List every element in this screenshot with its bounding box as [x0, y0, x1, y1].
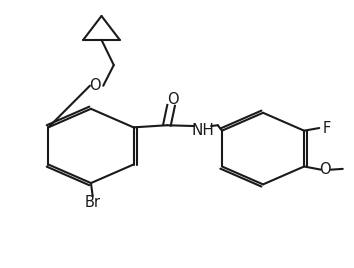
Text: O: O	[167, 92, 179, 107]
Text: F: F	[323, 121, 331, 136]
Text: NH: NH	[192, 123, 215, 138]
Text: O: O	[88, 78, 100, 93]
Text: O: O	[319, 162, 330, 177]
Text: Br: Br	[85, 195, 101, 210]
